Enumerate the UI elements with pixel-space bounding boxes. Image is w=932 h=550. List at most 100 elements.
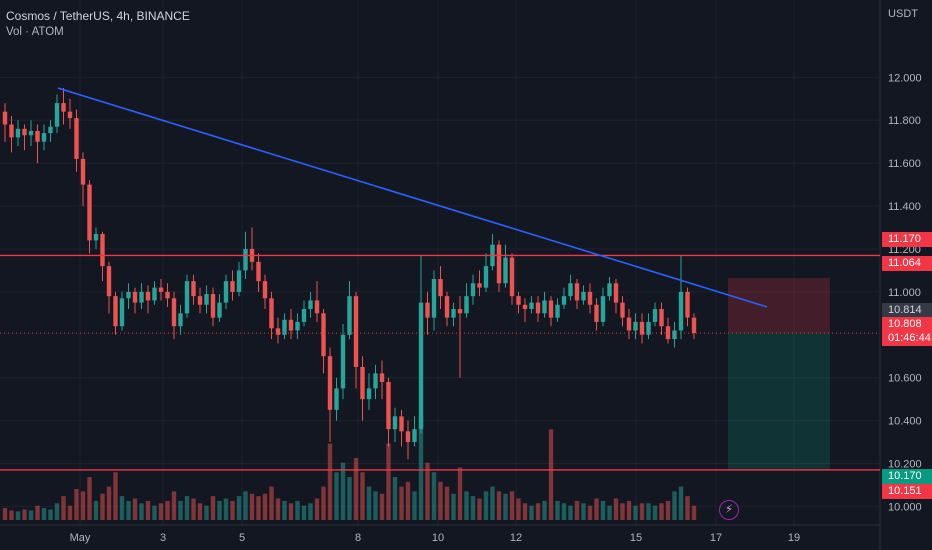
candle-body (314, 300, 320, 314)
candle-body (548, 300, 554, 318)
volume-bar (171, 491, 177, 520)
volume-bar (249, 493, 255, 520)
resistance-price-tag: 11.170 (882, 232, 932, 247)
candle-body (399, 416, 404, 432)
volume-bar (67, 505, 73, 520)
candle-body (321, 313, 326, 357)
candle-body (288, 319, 294, 331)
candle-body (41, 133, 47, 142)
candle-body (392, 416, 398, 430)
candle-body (620, 302, 625, 318)
candle-body (61, 103, 66, 112)
candle-body (236, 270, 242, 292)
candle-body (379, 373, 385, 382)
candle-body (165, 291, 170, 299)
lightning-icon[interactable]: ⚡ (719, 500, 739, 520)
volume-bar (139, 503, 144, 520)
x-tick-label: 8 (355, 532, 361, 544)
candle-body (308, 300, 313, 310)
volume-bar (223, 498, 229, 520)
candle-body (93, 233, 99, 241)
volume-bar (132, 498, 138, 520)
volume-bar (288, 503, 294, 520)
volume-bar (470, 496, 476, 520)
volume-bar (366, 486, 372, 520)
volume-bar (152, 505, 157, 520)
volume-bar (386, 443, 391, 520)
volume-bar (93, 500, 99, 520)
volume-bar (418, 415, 424, 520)
x-tick-label: 15 (630, 532, 642, 544)
volume-bar (672, 491, 677, 520)
volume-bar (334, 472, 339, 520)
candle-body (691, 317, 697, 334)
candle-body (35, 130, 40, 142)
candle-body (542, 300, 547, 314)
volume-bar (230, 500, 235, 520)
volume-bar (256, 496, 261, 520)
candle-body (652, 309, 658, 322)
candle-body (522, 304, 528, 310)
candle-body (425, 302, 430, 318)
candle-body (275, 328, 281, 335)
candle-body (503, 257, 508, 284)
candle-body (113, 296, 118, 327)
volume-bar (685, 496, 690, 520)
volume-bar (100, 493, 105, 520)
volume-bar (431, 472, 437, 520)
volume-bar (678, 486, 684, 520)
candle-body (54, 103, 60, 127)
candle-body (457, 309, 463, 314)
candle-body (574, 283, 580, 301)
candle-body (600, 296, 606, 322)
candle-body (100, 233, 105, 267)
candle-body (431, 279, 437, 318)
x-tick-label: 10 (432, 532, 444, 544)
candle-body (243, 248, 248, 271)
stop-loss-price-tag: 11.064 (882, 256, 932, 271)
x-tick-label: May (70, 532, 91, 544)
volume-bar (464, 491, 469, 520)
volume-bar (620, 503, 625, 520)
volume-bar (509, 491, 515, 520)
candle-body (594, 304, 599, 322)
candle-body (535, 302, 541, 314)
x-tick-label: 3 (160, 532, 166, 544)
volume-bar (542, 500, 547, 520)
volume-bar (321, 486, 326, 520)
candle-body (48, 126, 53, 134)
volume-bar (269, 486, 274, 520)
volume-bar (87, 477, 92, 520)
volume-bar (295, 500, 300, 520)
volume-bar (204, 505, 209, 520)
volume-bar (626, 500, 632, 520)
volume-bar (243, 491, 248, 520)
volume-bar (353, 457, 359, 520)
candle-body (470, 283, 476, 297)
y-tick-label: 11.000 (888, 287, 921, 299)
volume-bar (503, 493, 508, 520)
currency-label: USDT (888, 8, 918, 20)
current-price-tag: 10.808 (882, 317, 932, 332)
volume-bar (158, 503, 164, 520)
volume-bar (80, 491, 86, 520)
volume-bar (490, 486, 495, 520)
volume-bar (301, 505, 307, 520)
candle-body (2, 111, 8, 125)
volume-bar (574, 500, 580, 520)
candle-body (555, 304, 560, 318)
volume-bar (113, 472, 118, 520)
trendline (57, 87, 768, 308)
candle-body (496, 244, 502, 284)
volume-bar (145, 500, 151, 520)
volume-bar (275, 498, 281, 520)
volume-bar (184, 496, 190, 520)
y-tick-label: 10.400 (888, 416, 922, 428)
candle-body (230, 281, 235, 292)
take-profit-price-tag: 10.151 (882, 484, 932, 499)
volume-bar (373, 491, 378, 520)
volume-bar (522, 503, 528, 520)
volume-bar (9, 510, 14, 520)
last-price-tag: 10.814 (882, 303, 932, 318)
